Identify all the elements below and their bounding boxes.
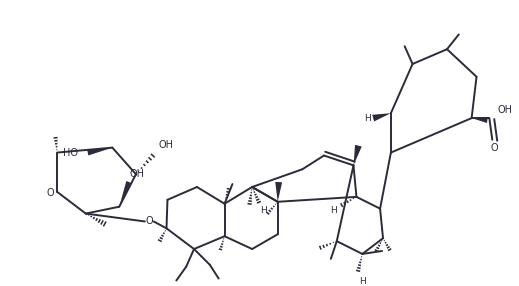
- Polygon shape: [472, 117, 488, 123]
- Text: O: O: [146, 217, 154, 227]
- Text: HO: HO: [62, 148, 77, 158]
- Text: H: H: [359, 277, 366, 286]
- Polygon shape: [275, 182, 282, 202]
- Text: OH: OH: [498, 105, 513, 115]
- Text: OH: OH: [158, 140, 173, 150]
- Text: OH: OH: [129, 169, 144, 179]
- Polygon shape: [119, 181, 132, 207]
- Text: O: O: [47, 188, 54, 198]
- Polygon shape: [353, 145, 362, 165]
- Text: H: H: [331, 206, 337, 215]
- Polygon shape: [87, 148, 112, 156]
- Text: H: H: [364, 114, 371, 123]
- Text: H: H: [261, 206, 267, 215]
- Polygon shape: [372, 113, 391, 122]
- Text: O: O: [490, 143, 498, 153]
